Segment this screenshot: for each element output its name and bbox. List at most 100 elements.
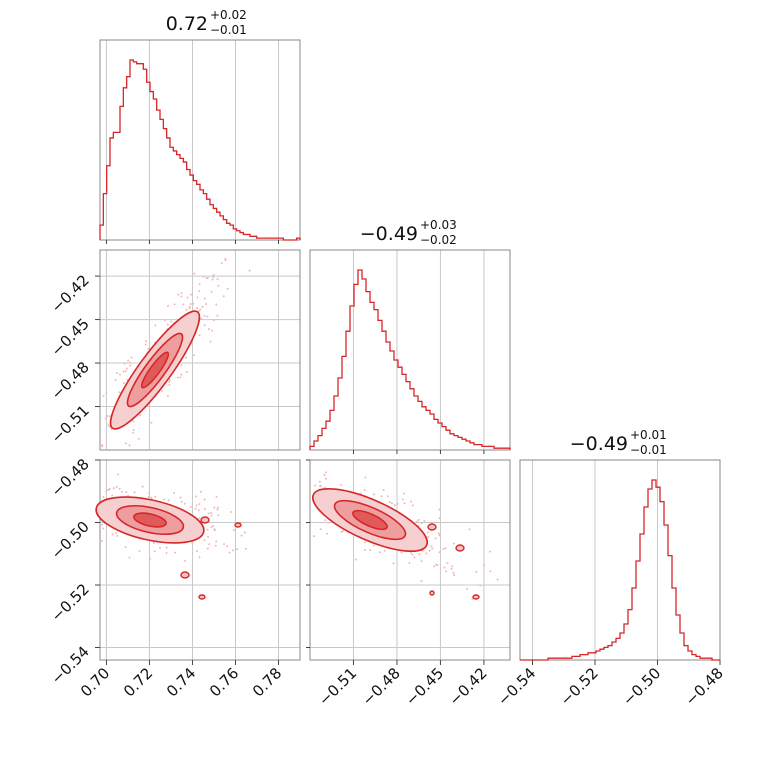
sample-point (340, 483, 343, 486)
sample-point (209, 340, 212, 343)
sample-point (438, 551, 441, 554)
sample-point (189, 293, 192, 296)
x-tick-label: −0.42 (446, 664, 491, 709)
sample-point (396, 502, 399, 505)
sample-point (423, 520, 426, 523)
sample-point (153, 550, 156, 553)
x-tick-label: 0.78 (249, 664, 285, 700)
sample-point (446, 561, 449, 564)
histogram-1 (309, 269, 511, 450)
sample-point (208, 328, 211, 331)
sample-point (124, 546, 127, 549)
sample-point (173, 303, 176, 306)
sample-point (208, 543, 211, 546)
sample-point (180, 364, 183, 367)
sample-point (137, 437, 140, 440)
sample-point (116, 372, 119, 375)
sample-point (411, 553, 414, 556)
sample-point (115, 485, 118, 488)
sample-point (180, 292, 183, 295)
y-tick-label: −0.42 (48, 271, 93, 316)
y-tick-label: −0.48 (48, 455, 93, 500)
x-tick-label: −0.52 (557, 664, 602, 709)
sample-point (184, 559, 187, 562)
title-plus: +0.01 (630, 428, 667, 442)
sample-point (243, 531, 246, 534)
sample-point (438, 508, 441, 511)
sample-point (425, 552, 428, 555)
sample-point (435, 563, 438, 566)
sample-point (444, 547, 447, 550)
sample-point (104, 417, 107, 420)
sample-point (426, 531, 429, 534)
sample-point (147, 347, 150, 350)
sample-point (152, 541, 155, 544)
sample-point (393, 504, 396, 507)
sample-point (118, 391, 121, 394)
sample-point (453, 574, 456, 577)
sample-point (111, 494, 114, 497)
sample-point (220, 262, 223, 265)
sample-point (410, 500, 413, 503)
sample-point (105, 392, 108, 395)
sample-point (154, 324, 157, 327)
sample-point (192, 302, 195, 305)
panel-frame (99, 39, 301, 241)
sample-point (193, 354, 196, 357)
sample-point (102, 394, 105, 397)
sample-point (189, 302, 192, 305)
sample-point (380, 495, 383, 498)
sample-point (165, 551, 168, 554)
sample-point (420, 580, 423, 583)
sample-point (210, 514, 213, 517)
sample-point (112, 487, 115, 490)
sample-point (244, 547, 247, 550)
sample-point (148, 491, 151, 494)
sample-point (141, 485, 144, 488)
sample-point (147, 495, 150, 498)
sample-point (325, 477, 328, 480)
sample-point (197, 509, 200, 512)
sample-point (382, 489, 385, 492)
sample-point (489, 570, 492, 573)
sample-point (203, 508, 206, 511)
sample-point (408, 561, 411, 564)
sample-point (128, 556, 131, 559)
x-tick-label: −0.48 (682, 664, 727, 709)
sample-point (150, 496, 153, 499)
sample-point (442, 548, 445, 551)
sample-point (415, 521, 418, 524)
sample-point (434, 537, 437, 540)
sample-point (182, 303, 185, 306)
sample-point (106, 488, 109, 491)
title-median: −0.49 (360, 223, 418, 245)
sample-point (236, 548, 239, 551)
sample-point (364, 541, 367, 544)
sample-point (128, 444, 131, 447)
panel-title-2: −0.49 +0.01−0.01 (570, 428, 667, 457)
sample-point (196, 307, 199, 310)
y-tick-label: −0.51 (48, 402, 93, 447)
sample-point (430, 545, 433, 548)
sample-point (226, 545, 229, 548)
sample-point (327, 521, 330, 524)
histogram-0 (99, 59, 301, 241)
sample-point (203, 297, 206, 300)
sample-point (108, 488, 111, 491)
sample-point (198, 283, 201, 286)
panel-frame (309, 459, 511, 661)
sample-point (213, 528, 216, 531)
sample-point (216, 314, 219, 317)
sample-point (248, 269, 251, 272)
sample-point (201, 305, 204, 308)
sample-point (179, 376, 182, 379)
sample-point (114, 532, 117, 535)
sample-point (466, 587, 469, 590)
sample-point (164, 319, 167, 322)
sample-point (202, 275, 205, 278)
panel-2-1 (309, 459, 511, 661)
sample-point (185, 371, 188, 374)
sample-point (158, 546, 161, 549)
sample-point (232, 529, 235, 532)
